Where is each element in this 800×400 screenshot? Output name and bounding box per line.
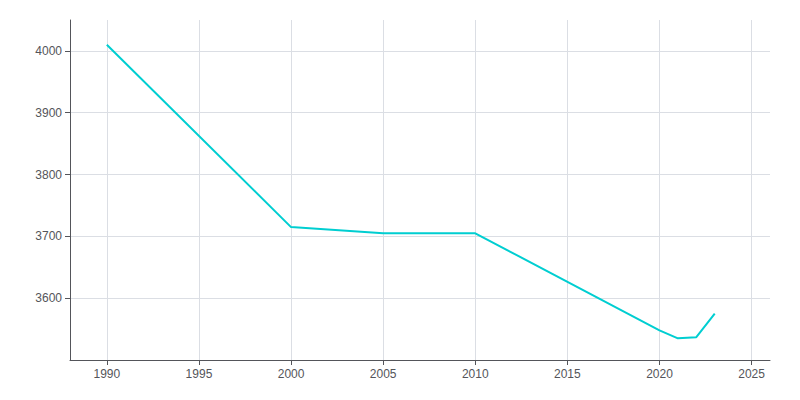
svg-text:2005: 2005: [370, 367, 397, 381]
svg-text:3800: 3800: [35, 168, 62, 182]
svg-text:1990: 1990: [93, 367, 120, 381]
svg-text:2020: 2020: [646, 367, 673, 381]
svg-text:2025: 2025: [738, 367, 765, 381]
svg-text:3900: 3900: [35, 106, 62, 120]
svg-text:1995: 1995: [186, 367, 213, 381]
svg-text:2000: 2000: [278, 367, 305, 381]
svg-text:3700: 3700: [35, 229, 62, 243]
svg-text:3600: 3600: [35, 291, 62, 305]
svg-text:2010: 2010: [462, 367, 489, 381]
svg-text:2015: 2015: [554, 367, 581, 381]
svg-text:4000: 4000: [35, 44, 62, 58]
